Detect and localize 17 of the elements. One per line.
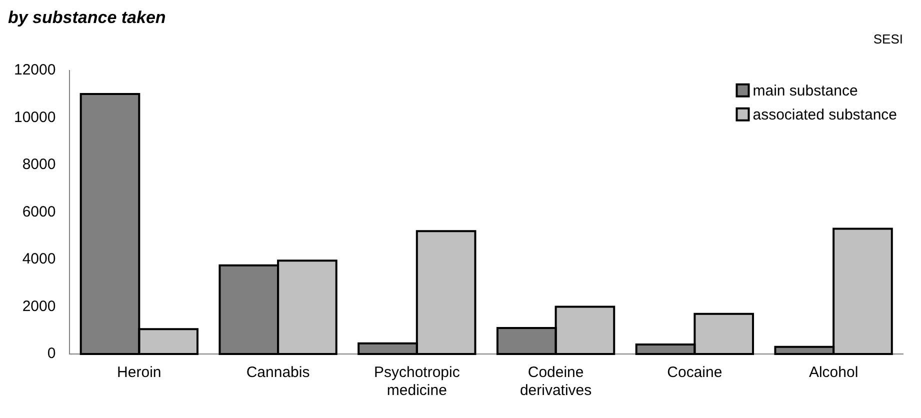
x-tick-label: Codeine derivatives <box>520 364 592 400</box>
x-tick-label: Cannabis <box>246 364 310 382</box>
text: SESI <box>873 32 903 47</box>
x-tick-label: Psychotropic medicine <box>374 364 460 400</box>
y-tick-label: 6000 <box>22 203 56 220</box>
y-tick-label: 8000 <box>22 156 56 174</box>
y-tick-label: 10000 <box>14 108 56 126</box>
y-tick-label: 4000 <box>22 250 56 268</box>
x-tick-label: Cocaine <box>667 364 722 382</box>
x-tick-label: Heroin <box>117 364 162 382</box>
chart-title: by substance taken <box>8 8 166 27</box>
y-tick-label: 0 <box>47 345 56 362</box>
legend-label: main substance <box>752 82 858 100</box>
y-tick-label: 2000 <box>22 298 56 315</box>
legend-label: associated substance <box>752 106 898 124</box>
y-tick-label: 12000 <box>14 62 56 79</box>
x-tick-label: Alcohol <box>808 364 858 382</box>
